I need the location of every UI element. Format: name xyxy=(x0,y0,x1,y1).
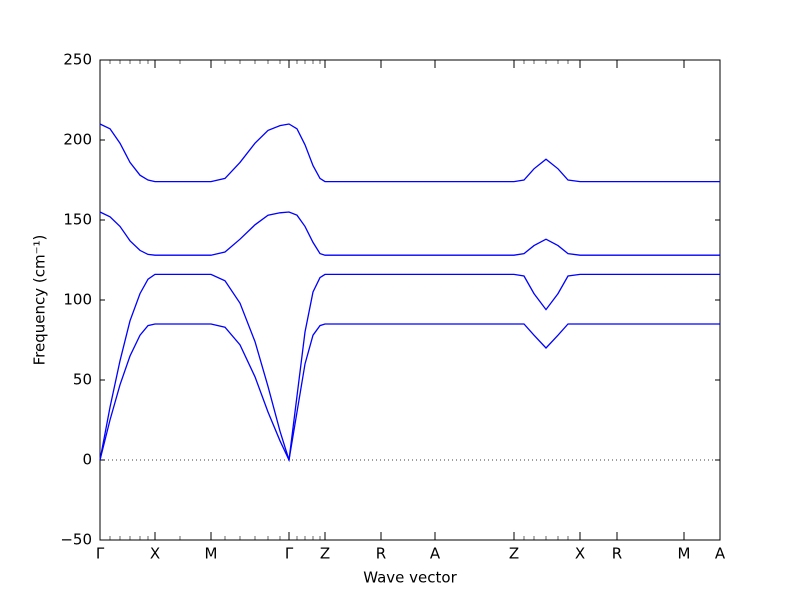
y-tick-label: 0 xyxy=(82,451,92,469)
x-tick-label: M xyxy=(678,545,691,563)
x-tick-label: A xyxy=(715,545,726,563)
band-line xyxy=(99,211,720,256)
x-tick-label: M xyxy=(205,545,218,563)
band-line xyxy=(99,123,720,183)
x-tick-label: Z xyxy=(320,545,330,563)
y-tick-label: −50 xyxy=(60,531,92,549)
band-line xyxy=(99,273,720,461)
x-tick-label: X xyxy=(150,545,160,563)
x-tick-label: R xyxy=(376,545,386,563)
plot-frame xyxy=(99,59,721,541)
x-tick-label: Γ xyxy=(285,545,294,563)
y-axis-label: Frequency (cm⁻¹) xyxy=(31,235,49,366)
x-tick-label: Z xyxy=(509,545,519,563)
band-line xyxy=(99,323,720,463)
x-tick-label: Γ xyxy=(96,545,105,563)
x-tick-label: X xyxy=(575,545,585,563)
y-tick-label: 50 xyxy=(73,371,92,389)
y-tick-label: 100 xyxy=(63,291,92,309)
x-axis-label: Wave vector xyxy=(363,569,457,587)
y-tick-label: 250 xyxy=(63,51,92,69)
x-tick-label: A xyxy=(430,545,441,563)
x-tick-label: R xyxy=(612,545,622,563)
y-tick-label: 200 xyxy=(63,131,92,149)
y-tick-label: 150 xyxy=(63,211,92,229)
